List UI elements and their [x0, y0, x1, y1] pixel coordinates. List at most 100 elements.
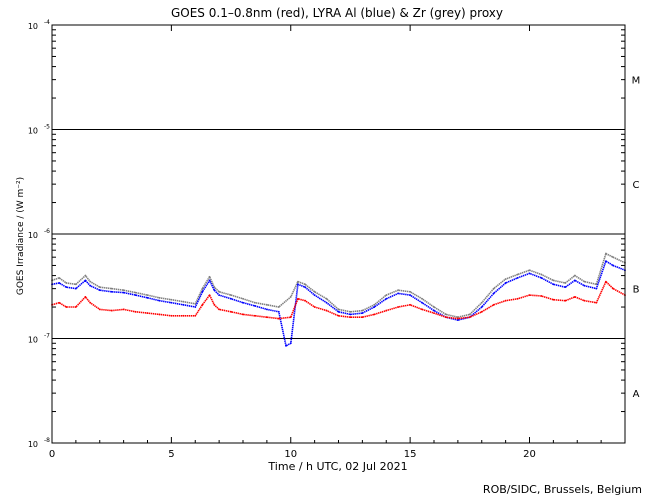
data-point [516, 297, 519, 300]
y-tick-exponent: -6 [44, 228, 50, 235]
data-point [573, 274, 576, 277]
data-point [456, 317, 459, 320]
data-point [265, 308, 268, 311]
data-point [540, 295, 543, 297]
data-point [242, 301, 244, 304]
data-point [304, 286, 306, 289]
data-point [583, 299, 586, 302]
data-point [504, 282, 507, 284]
data-point [361, 309, 364, 312]
data-point [612, 287, 614, 290]
data-point [146, 294, 149, 297]
data-point [208, 294, 211, 297]
data-point [201, 303, 204, 306]
series-layer [51, 252, 626, 347]
flare-class-c: C [633, 180, 640, 191]
data-point [595, 287, 598, 290]
data-point [98, 289, 101, 292]
y-axis-label: GOES Irradiance / (W m⁻²) [16, 177, 26, 295]
data-point [122, 308, 125, 311]
data-point [605, 252, 607, 255]
data-point [146, 296, 149, 299]
data-point [540, 277, 543, 279]
data-point [242, 313, 244, 316]
series-0 [51, 280, 626, 320]
data-point [337, 310, 340, 313]
data-point [170, 314, 173, 317]
series-2 [51, 252, 626, 319]
data-point [265, 303, 268, 306]
data-point [397, 289, 400, 292]
data-point [254, 301, 256, 304]
data-point [297, 283, 299, 286]
data-point [516, 273, 519, 276]
data-point [122, 289, 125, 292]
data-point [289, 296, 292, 298]
data-point [304, 283, 306, 286]
data-point [385, 297, 388, 300]
data-point [552, 283, 555, 286]
data-point [84, 296, 87, 298]
data-point [297, 297, 299, 300]
x-axis: 0 5 10 15 20 [49, 25, 602, 460]
y-tick-label: 10 [28, 22, 38, 31]
data-point [373, 303, 376, 306]
data-point [528, 272, 531, 275]
data-point [385, 309, 388, 312]
y-axis: 10 -8 10 -7 10 -6 10 -5 10 -4 [28, 19, 625, 449]
data-point [194, 302, 197, 305]
data-point [277, 317, 280, 320]
data-point [182, 303, 185, 306]
data-point [595, 283, 598, 286]
data-point [265, 316, 268, 319]
data-point [208, 275, 211, 278]
y-tick-label: 10 [28, 127, 38, 136]
data-point [564, 286, 567, 289]
data-point [230, 297, 232, 300]
flare-class-m: M [632, 76, 641, 87]
data-point [397, 306, 400, 308]
data-point [373, 306, 376, 308]
data-point [58, 282, 61, 284]
data-point [74, 283, 77, 286]
data-point [605, 260, 607, 263]
data-point [134, 294, 137, 297]
y-tick-exponent: -7 [44, 333, 50, 340]
data-point [304, 299, 306, 302]
data-point [421, 297, 423, 300]
data-point [182, 300, 185, 303]
data-point [433, 309, 435, 312]
data-point [492, 292, 495, 295]
flare-class-a: A [633, 389, 640, 400]
data-point [254, 305, 256, 307]
data-point [213, 303, 216, 306]
data-point [218, 308, 221, 311]
data-point [98, 286, 101, 289]
data-point [564, 282, 567, 284]
data-point [98, 308, 101, 311]
data-point [337, 308, 340, 311]
flare-class-lines [52, 129, 625, 339]
data-point [612, 264, 614, 267]
data-point [456, 316, 459, 319]
data-point [208, 279, 211, 282]
data-point [612, 256, 614, 259]
data-point [583, 280, 586, 283]
data-point [277, 310, 280, 313]
data-point [361, 312, 364, 315]
data-point [89, 301, 92, 304]
data-point [409, 294, 412, 297]
data-point [540, 273, 543, 276]
y-tick-label: 10 [28, 336, 38, 345]
data-point [289, 342, 292, 345]
x-tick-label: 10 [284, 449, 297, 460]
data-point [409, 290, 412, 293]
data-point [337, 314, 340, 317]
flare-class-labels: A B C M [632, 76, 641, 401]
data-point [516, 277, 519, 279]
data-point [468, 316, 471, 319]
data-point [65, 282, 68, 284]
data-point [397, 292, 400, 295]
data-point [552, 279, 555, 282]
